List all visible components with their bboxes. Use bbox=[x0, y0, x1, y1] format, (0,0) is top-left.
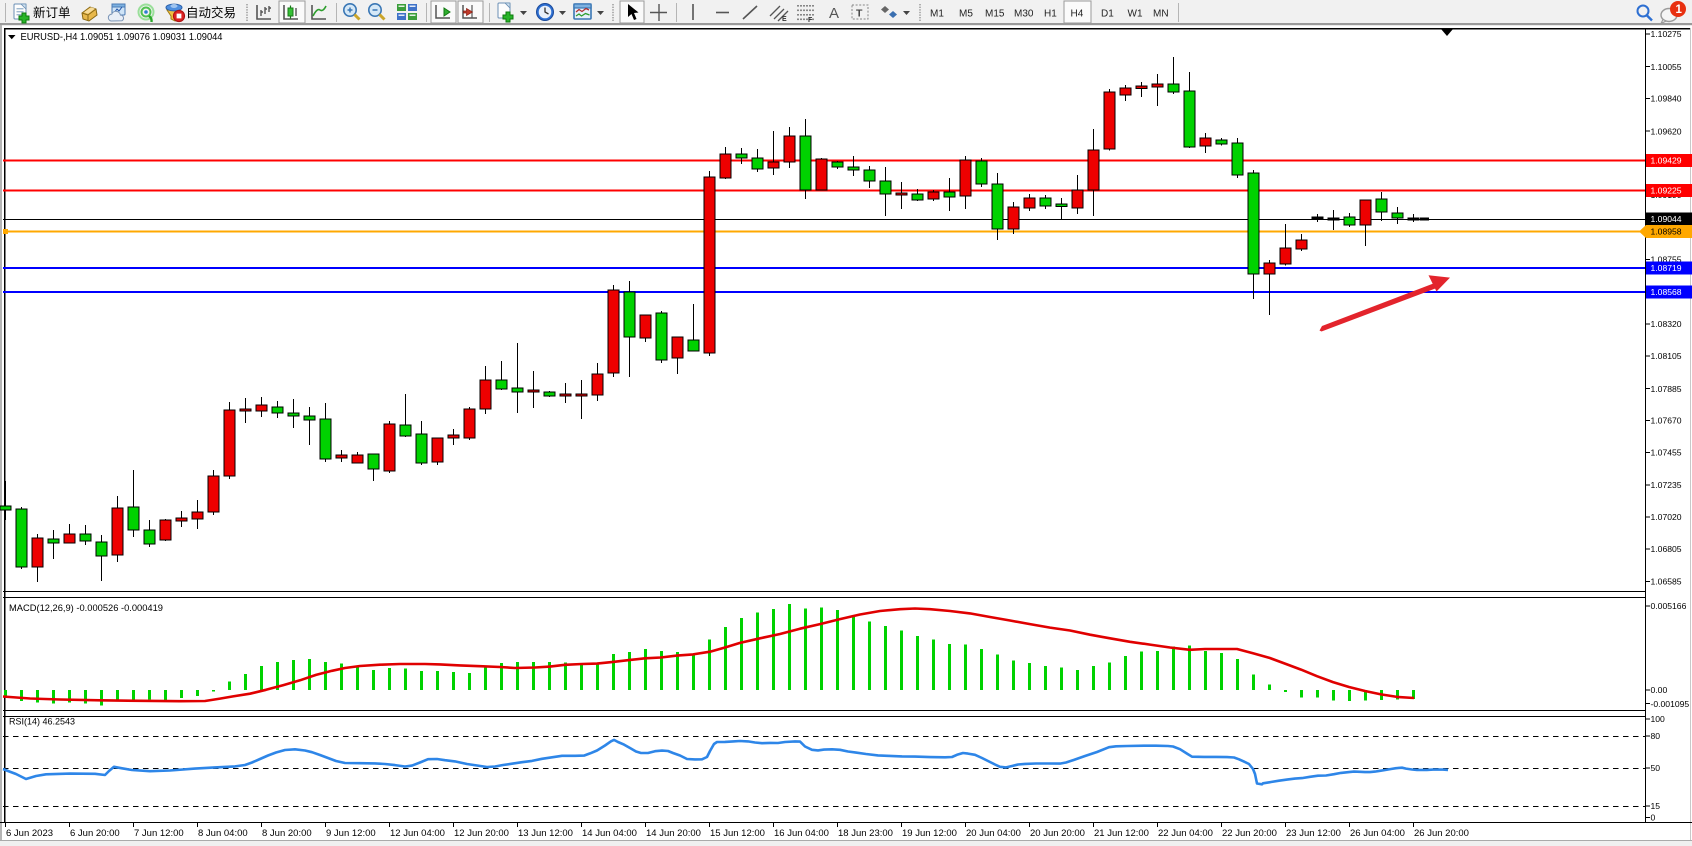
svg-text:18 Jun 23:00: 18 Jun 23:00 bbox=[838, 828, 893, 839]
svg-text:-0.001095: -0.001095 bbox=[1651, 699, 1690, 709]
svg-text:W1: W1 bbox=[1128, 9, 1143, 20]
svg-text:8 Jun 04:00: 8 Jun 04:00 bbox=[198, 828, 248, 839]
svg-text:1.06805: 1.06805 bbox=[1651, 544, 1682, 554]
svg-text:26 Jun 20:00: 26 Jun 20:00 bbox=[1414, 828, 1469, 839]
svg-text:1.09044: 1.09044 bbox=[1651, 214, 1682, 224]
svg-text:22 Jun 04:00: 22 Jun 04:00 bbox=[1158, 828, 1213, 839]
svg-text:20 Jun 20:00: 20 Jun 20:00 bbox=[1030, 828, 1085, 839]
svg-text:13 Jun 12:00: 13 Jun 12:00 bbox=[518, 828, 573, 839]
svg-text:20 Jun 04:00: 20 Jun 04:00 bbox=[966, 828, 1021, 839]
svg-text:M30: M30 bbox=[1014, 9, 1034, 20]
svg-text:M15: M15 bbox=[985, 9, 1005, 20]
svg-text:E: E bbox=[782, 16, 787, 23]
svg-text:6 Jun 2023: 6 Jun 2023 bbox=[6, 828, 53, 839]
svg-text:1.08320: 1.08320 bbox=[1651, 319, 1682, 329]
svg-text:15 Jun 12:00: 15 Jun 12:00 bbox=[710, 828, 765, 839]
svg-text:15: 15 bbox=[1651, 801, 1661, 811]
svg-text:新订单: 新订单 bbox=[33, 5, 71, 20]
svg-text:T: T bbox=[856, 8, 863, 20]
svg-text:D1: D1 bbox=[1101, 9, 1114, 20]
svg-text:8 Jun 20:00: 8 Jun 20:00 bbox=[262, 828, 312, 839]
svg-text:F: F bbox=[808, 17, 813, 24]
svg-text:1.07235: 1.07235 bbox=[1651, 480, 1682, 490]
svg-text:EURUSD-,H4 1.09051 1.09076 1.: EURUSD-,H4 1.09051 1.09076 1.09031 1.090… bbox=[21, 32, 223, 43]
svg-text:14 Jun 20:00: 14 Jun 20:00 bbox=[646, 828, 701, 839]
svg-text:1.09429: 1.09429 bbox=[1651, 156, 1682, 166]
svg-text:1.09225: 1.09225 bbox=[1651, 186, 1682, 196]
svg-text:16 Jun 04:00: 16 Jun 04:00 bbox=[774, 828, 829, 839]
svg-text:M1: M1 bbox=[930, 9, 944, 20]
svg-text:1.10055: 1.10055 bbox=[1651, 62, 1682, 72]
svg-text:12 Jun 04:00: 12 Jun 04:00 bbox=[390, 828, 445, 839]
svg-text:50: 50 bbox=[1651, 763, 1661, 773]
svg-text:1.08958: 1.08958 bbox=[1651, 227, 1682, 237]
svg-text:9 Jun 12:00: 9 Jun 12:00 bbox=[326, 828, 376, 839]
svg-text:1.08719: 1.08719 bbox=[1651, 263, 1682, 273]
svg-text:26 Jun 04:00: 26 Jun 04:00 bbox=[1350, 828, 1405, 839]
svg-text:0: 0 bbox=[1651, 813, 1656, 823]
svg-text:1.08105: 1.08105 bbox=[1651, 351, 1682, 361]
svg-text:7 Jun 12:00: 7 Jun 12:00 bbox=[134, 828, 184, 839]
svg-text:1.08568: 1.08568 bbox=[1651, 287, 1682, 297]
svg-text:MACD(12,26,9) -0.000526 -0.000: MACD(12,26,9) -0.000526 -0.000419 bbox=[9, 603, 163, 614]
svg-text:80: 80 bbox=[1651, 731, 1661, 741]
svg-text:1.07455: 1.07455 bbox=[1651, 448, 1682, 458]
svg-text:1.07020: 1.07020 bbox=[1651, 512, 1682, 522]
svg-text:H1: H1 bbox=[1044, 9, 1057, 20]
svg-text:RSI(14) 46.2543: RSI(14) 46.2543 bbox=[9, 717, 75, 728]
svg-text:1.07670: 1.07670 bbox=[1651, 416, 1682, 426]
svg-text:23 Jun 12:00: 23 Jun 12:00 bbox=[1286, 828, 1341, 839]
svg-text:1.07885: 1.07885 bbox=[1651, 384, 1682, 394]
svg-text:21 Jun 12:00: 21 Jun 12:00 bbox=[1094, 828, 1149, 839]
svg-text:A: A bbox=[829, 5, 839, 22]
svg-text:1.10275: 1.10275 bbox=[1651, 29, 1682, 39]
svg-text:6 Jun 20:00: 6 Jun 20:00 bbox=[70, 828, 120, 839]
svg-text:M5: M5 bbox=[959, 9, 973, 20]
svg-text:1.08755: 1.08755 bbox=[1651, 255, 1682, 265]
svg-text:100: 100 bbox=[1651, 714, 1666, 724]
svg-text:1.09620: 1.09620 bbox=[1651, 126, 1682, 136]
svg-text:MN: MN bbox=[1153, 9, 1169, 20]
svg-text:1: 1 bbox=[1676, 4, 1683, 16]
svg-text:自动交易: 自动交易 bbox=[186, 5, 236, 20]
svg-text:0.00: 0.00 bbox=[1651, 685, 1668, 695]
svg-text:H4: H4 bbox=[1071, 9, 1084, 20]
svg-text:14 Jun 04:00: 14 Jun 04:00 bbox=[582, 828, 637, 839]
svg-text:0.005166: 0.005166 bbox=[1651, 601, 1687, 611]
svg-text:12 Jun 20:00: 12 Jun 20:00 bbox=[454, 828, 509, 839]
svg-text:19 Jun 12:00: 19 Jun 12:00 bbox=[902, 828, 957, 839]
svg-text:1.06585: 1.06585 bbox=[1651, 577, 1682, 587]
svg-text:22 Jun 20:00: 22 Jun 20:00 bbox=[1222, 828, 1277, 839]
svg-text:1.09840: 1.09840 bbox=[1651, 94, 1682, 104]
